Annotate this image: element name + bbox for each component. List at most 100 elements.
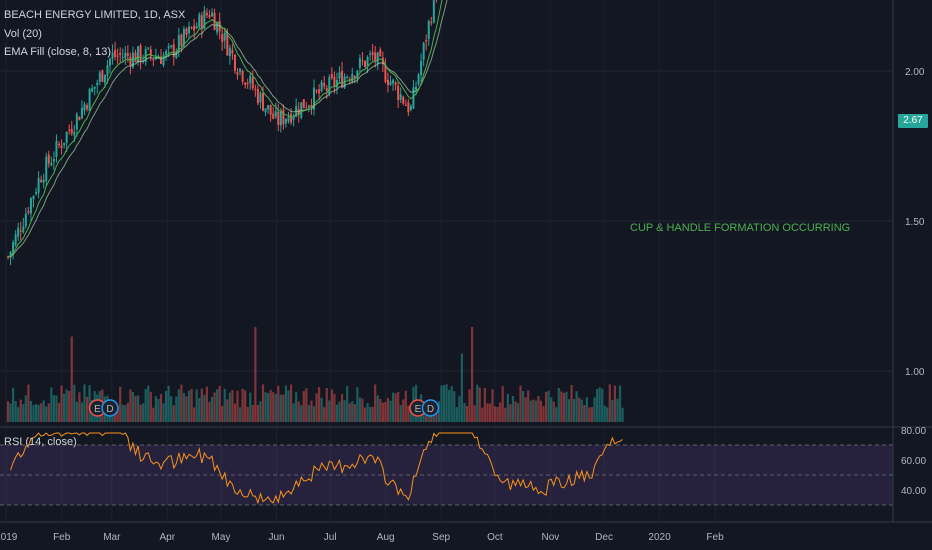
volume-bar	[318, 387, 321, 422]
candle-body	[251, 77, 254, 89]
volume-bar	[88, 385, 91, 422]
volume-bar	[32, 405, 35, 422]
candle-body	[144, 49, 147, 63]
candle-body	[290, 113, 293, 123]
candle-body	[425, 40, 428, 42]
volume-bar	[562, 392, 565, 422]
candle-body	[407, 102, 410, 113]
candle-body	[356, 70, 359, 78]
volume-bar	[246, 406, 249, 422]
volume-bar	[42, 400, 45, 422]
volume-bar	[486, 403, 489, 422]
candle-body	[415, 86, 417, 90]
volume-bar	[238, 407, 242, 422]
volume-bar	[524, 397, 527, 422]
volume-bar	[126, 402, 129, 422]
candle-body	[211, 12, 213, 17]
volume-bar	[583, 405, 586, 422]
volume-bar	[389, 400, 392, 422]
volume-bar	[397, 392, 400, 422]
volume-bar	[407, 405, 410, 422]
candle-body	[231, 49, 234, 54]
event-marker	[101, 399, 119, 417]
volume-bar	[269, 389, 272, 422]
candle-body	[374, 52, 377, 62]
candle-body	[131, 52, 134, 68]
volume-bar	[50, 387, 53, 422]
volume-bar	[284, 385, 288, 422]
candle-body	[27, 210, 30, 213]
candle-body	[307, 105, 310, 108]
volume-bar	[152, 407, 155, 422]
candle-body	[394, 82, 397, 85]
volume-bar	[338, 401, 341, 422]
rsi-pane	[0, 426, 932, 506]
candle-body	[109, 58, 111, 66]
volume-bar	[458, 396, 461, 422]
volume-bar	[75, 401, 78, 422]
volume-bar	[363, 407, 367, 422]
event-marker-label: D	[106, 404, 113, 415]
candle-body	[198, 14, 201, 28]
candle-body	[284, 118, 287, 124]
candle-body	[330, 74, 333, 78]
time-tick-label: Feb	[706, 532, 724, 543]
volume-bar	[85, 396, 89, 422]
candle-body	[348, 79, 351, 81]
volume-bar	[509, 404, 512, 422]
volume-bar	[588, 407, 591, 422]
volume-bar	[195, 389, 198, 422]
candle-body	[75, 114, 78, 130]
candle-body	[40, 179, 43, 183]
volume-bar	[573, 398, 576, 422]
volume-bar	[251, 405, 254, 422]
volume-bar	[129, 389, 132, 422]
candle-body	[35, 191, 38, 194]
volume-bar	[335, 404, 339, 422]
candle-body	[88, 89, 91, 112]
volume-bar	[295, 392, 298, 422]
volume-bar	[282, 394, 285, 422]
volume-bar	[78, 392, 81, 422]
candle-body	[134, 52, 137, 63]
candle-body	[325, 87, 328, 91]
volume-bar	[63, 393, 66, 422]
volume-bar	[621, 407, 624, 422]
volume-bar	[300, 405, 303, 422]
volume-bar	[590, 407, 594, 422]
volume-bar	[578, 397, 581, 422]
volume-bar	[210, 396, 214, 422]
volume-bar	[471, 327, 474, 422]
candle-body	[193, 25, 196, 31]
volume-bar	[185, 396, 188, 422]
volume-bar	[60, 385, 63, 422]
time-tick-label: Dec	[595, 532, 613, 543]
volume-bar	[256, 404, 259, 422]
volume-pane	[6, 327, 624, 422]
candle-body	[315, 90, 318, 92]
candle-body	[389, 81, 392, 86]
candle-body	[333, 76, 336, 87]
candle-body	[313, 87, 315, 110]
candle-body	[121, 57, 124, 59]
candle-body	[323, 83, 326, 87]
candle-body	[58, 143, 60, 145]
rsi-indicator-label[interactable]: RSI (14, close)	[4, 436, 77, 448]
volume-bar	[24, 395, 27, 422]
volume-bar	[361, 398, 364, 422]
candle-body	[205, 12, 208, 16]
volume-indicator-label[interactable]: Vol (20)	[4, 28, 42, 40]
ema-indicator-label[interactable]: EMA Fill (close, 8, 13)	[4, 46, 111, 58]
volume-bar	[200, 388, 203, 422]
volume-bar	[501, 386, 504, 422]
candle-body	[60, 145, 63, 148]
candle-body	[221, 34, 224, 42]
candle-body	[101, 70, 104, 82]
candle-body	[29, 198, 32, 214]
volume-bar	[68, 390, 71, 422]
time-tick-label: Nov	[541, 532, 559, 543]
volume-bar	[343, 400, 346, 422]
candle-body	[157, 57, 160, 59]
candle-body	[24, 213, 27, 227]
